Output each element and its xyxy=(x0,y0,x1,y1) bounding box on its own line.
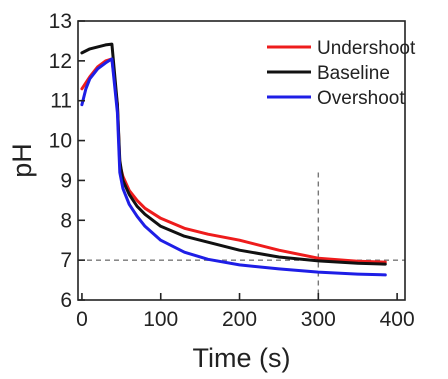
y-tick-label: 12 xyxy=(49,50,72,73)
y-tick-label: 13 xyxy=(49,10,72,33)
legend: Undershoot Baseline Overshoot xyxy=(267,38,416,109)
x-tick-label: 200 xyxy=(222,308,257,331)
x-axis-title: Time (s) xyxy=(193,343,291,373)
legend-label: Overshoot xyxy=(317,88,405,109)
series-line-undershoot xyxy=(80,57,387,264)
y-tick-label: 8 xyxy=(60,209,72,232)
y-tick-label: 9 xyxy=(60,169,72,192)
plot-frame xyxy=(77,20,406,301)
x-tick-label: 100 xyxy=(143,308,178,331)
y-tick-label: 10 xyxy=(49,130,72,153)
y-axis-title: pH xyxy=(7,143,37,178)
x-tick-label: 0 xyxy=(76,308,88,331)
y-tick-label: 7 xyxy=(60,249,72,272)
series-line-overshoot xyxy=(80,57,387,277)
legend-label: Undershoot xyxy=(317,38,416,59)
series-lines xyxy=(80,42,387,277)
legend-label: Baseline xyxy=(317,63,390,84)
x-tick-label: 300 xyxy=(301,308,336,331)
series-line-baseline xyxy=(80,42,387,266)
y-tick-label: 11 xyxy=(50,90,72,113)
x-tick-label: 400 xyxy=(380,308,415,331)
axis-ticks: 0 100 200 300 400 6 7 8 9 10 11 12 13 xyxy=(49,10,415,331)
y-tick-label: 6 xyxy=(60,289,72,312)
